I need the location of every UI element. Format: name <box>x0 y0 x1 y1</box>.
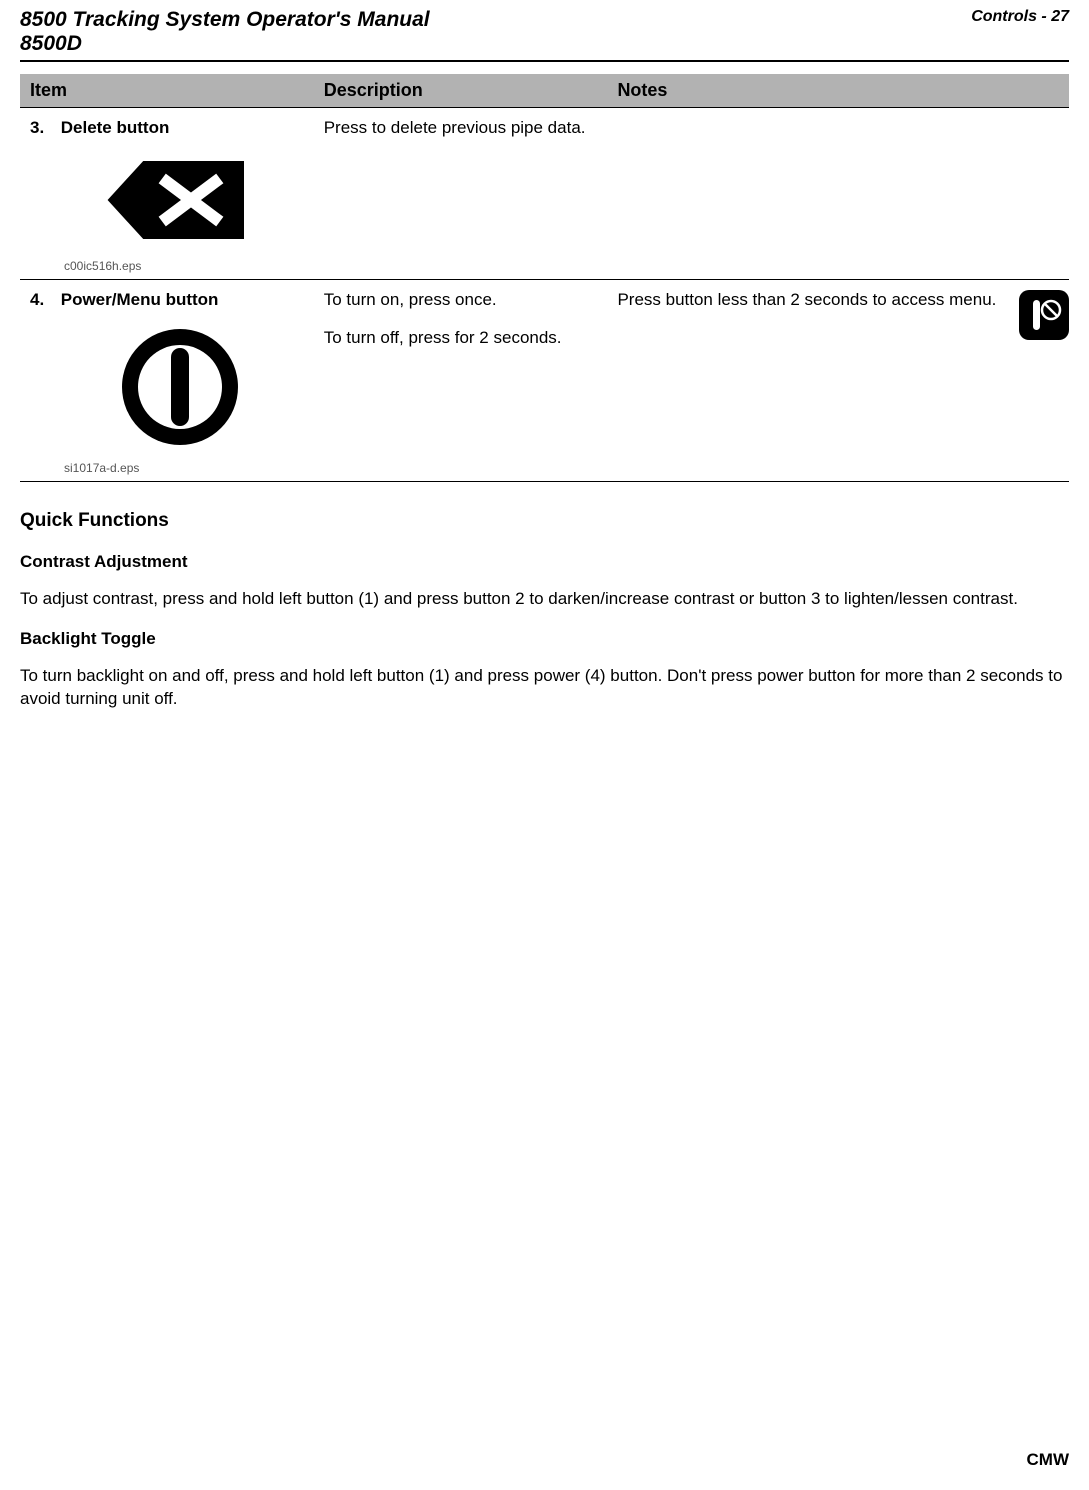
description-cell: Press to delete previous pipe data. <box>314 108 608 280</box>
description-cell: To turn on, press once. To turn off, pre… <box>314 280 608 482</box>
quick-functions-heading: Quick Functions <box>20 510 1069 532</box>
contrast-heading: Contrast Adjustment <box>20 552 1069 572</box>
header-divider <box>20 60 1069 62</box>
table-row: 3. Delete button c00ic516h.eps Press to … <box>20 108 1069 280</box>
contrast-body: To adjust contrast, press and hold left … <box>20 588 1069 611</box>
item-number: 3. <box>30 118 56 138</box>
col-item: Item <box>20 74 314 108</box>
footer-text: CMW <box>1027 1450 1069 1470</box>
manual-subtitle: 8500D <box>20 32 430 56</box>
table-row: 4. Power/Menu button si1017a-d.eps To tu… <box>20 280 1069 482</box>
backlight-heading: Backlight Toggle <box>20 629 1069 649</box>
manual-title: 8500 Tracking System Operator's Manual <box>20 8 430 31</box>
description-line1: To turn on, press once. <box>324 290 598 310</box>
notes-cell <box>607 108 1069 280</box>
description-text: Press to delete previous pipe data. <box>324 118 586 137</box>
delete-button-icon: c00ic516h.eps <box>30 150 304 273</box>
item-number: 4. <box>30 290 56 310</box>
col-description: Description <box>314 74 608 108</box>
page-header: 8500 Tracking System Operator's Manual 8… <box>0 0 1089 60</box>
item-cell-power: 4. Power/Menu button si1017a-d.eps <box>20 280 314 482</box>
col-notes: Notes <box>607 74 1069 108</box>
icon-caption: c00ic516h.eps <box>56 259 304 273</box>
notes-cell: Press button less than 2 seconds to acce… <box>607 280 1069 482</box>
controls-table: Item Description Notes 3. Delete button <box>20 74 1069 482</box>
icon-caption: si1017a-d.eps <box>56 461 304 475</box>
tracker-device-icon <box>1019 290 1069 340</box>
header-left: 8500 Tracking System Operator's Manual 8… <box>20 8 430 56</box>
item-cell-delete: 3. Delete button c00ic516h.eps <box>20 108 314 280</box>
item-name: Delete button <box>61 118 170 137</box>
power-button-icon: si1017a-d.eps <box>30 322 304 475</box>
header-right: Controls - 27 <box>971 8 1069 26</box>
item-label: 3. Delete button <box>30 118 304 138</box>
item-name: Power/Menu button <box>61 290 219 309</box>
item-label: 4. Power/Menu button <box>30 290 304 310</box>
description-line2: To turn off, press for 2 seconds. <box>324 328 598 348</box>
backlight-body: To turn backlight on and off, press and … <box>20 665 1069 711</box>
table-header-row: Item Description Notes <box>20 74 1069 108</box>
